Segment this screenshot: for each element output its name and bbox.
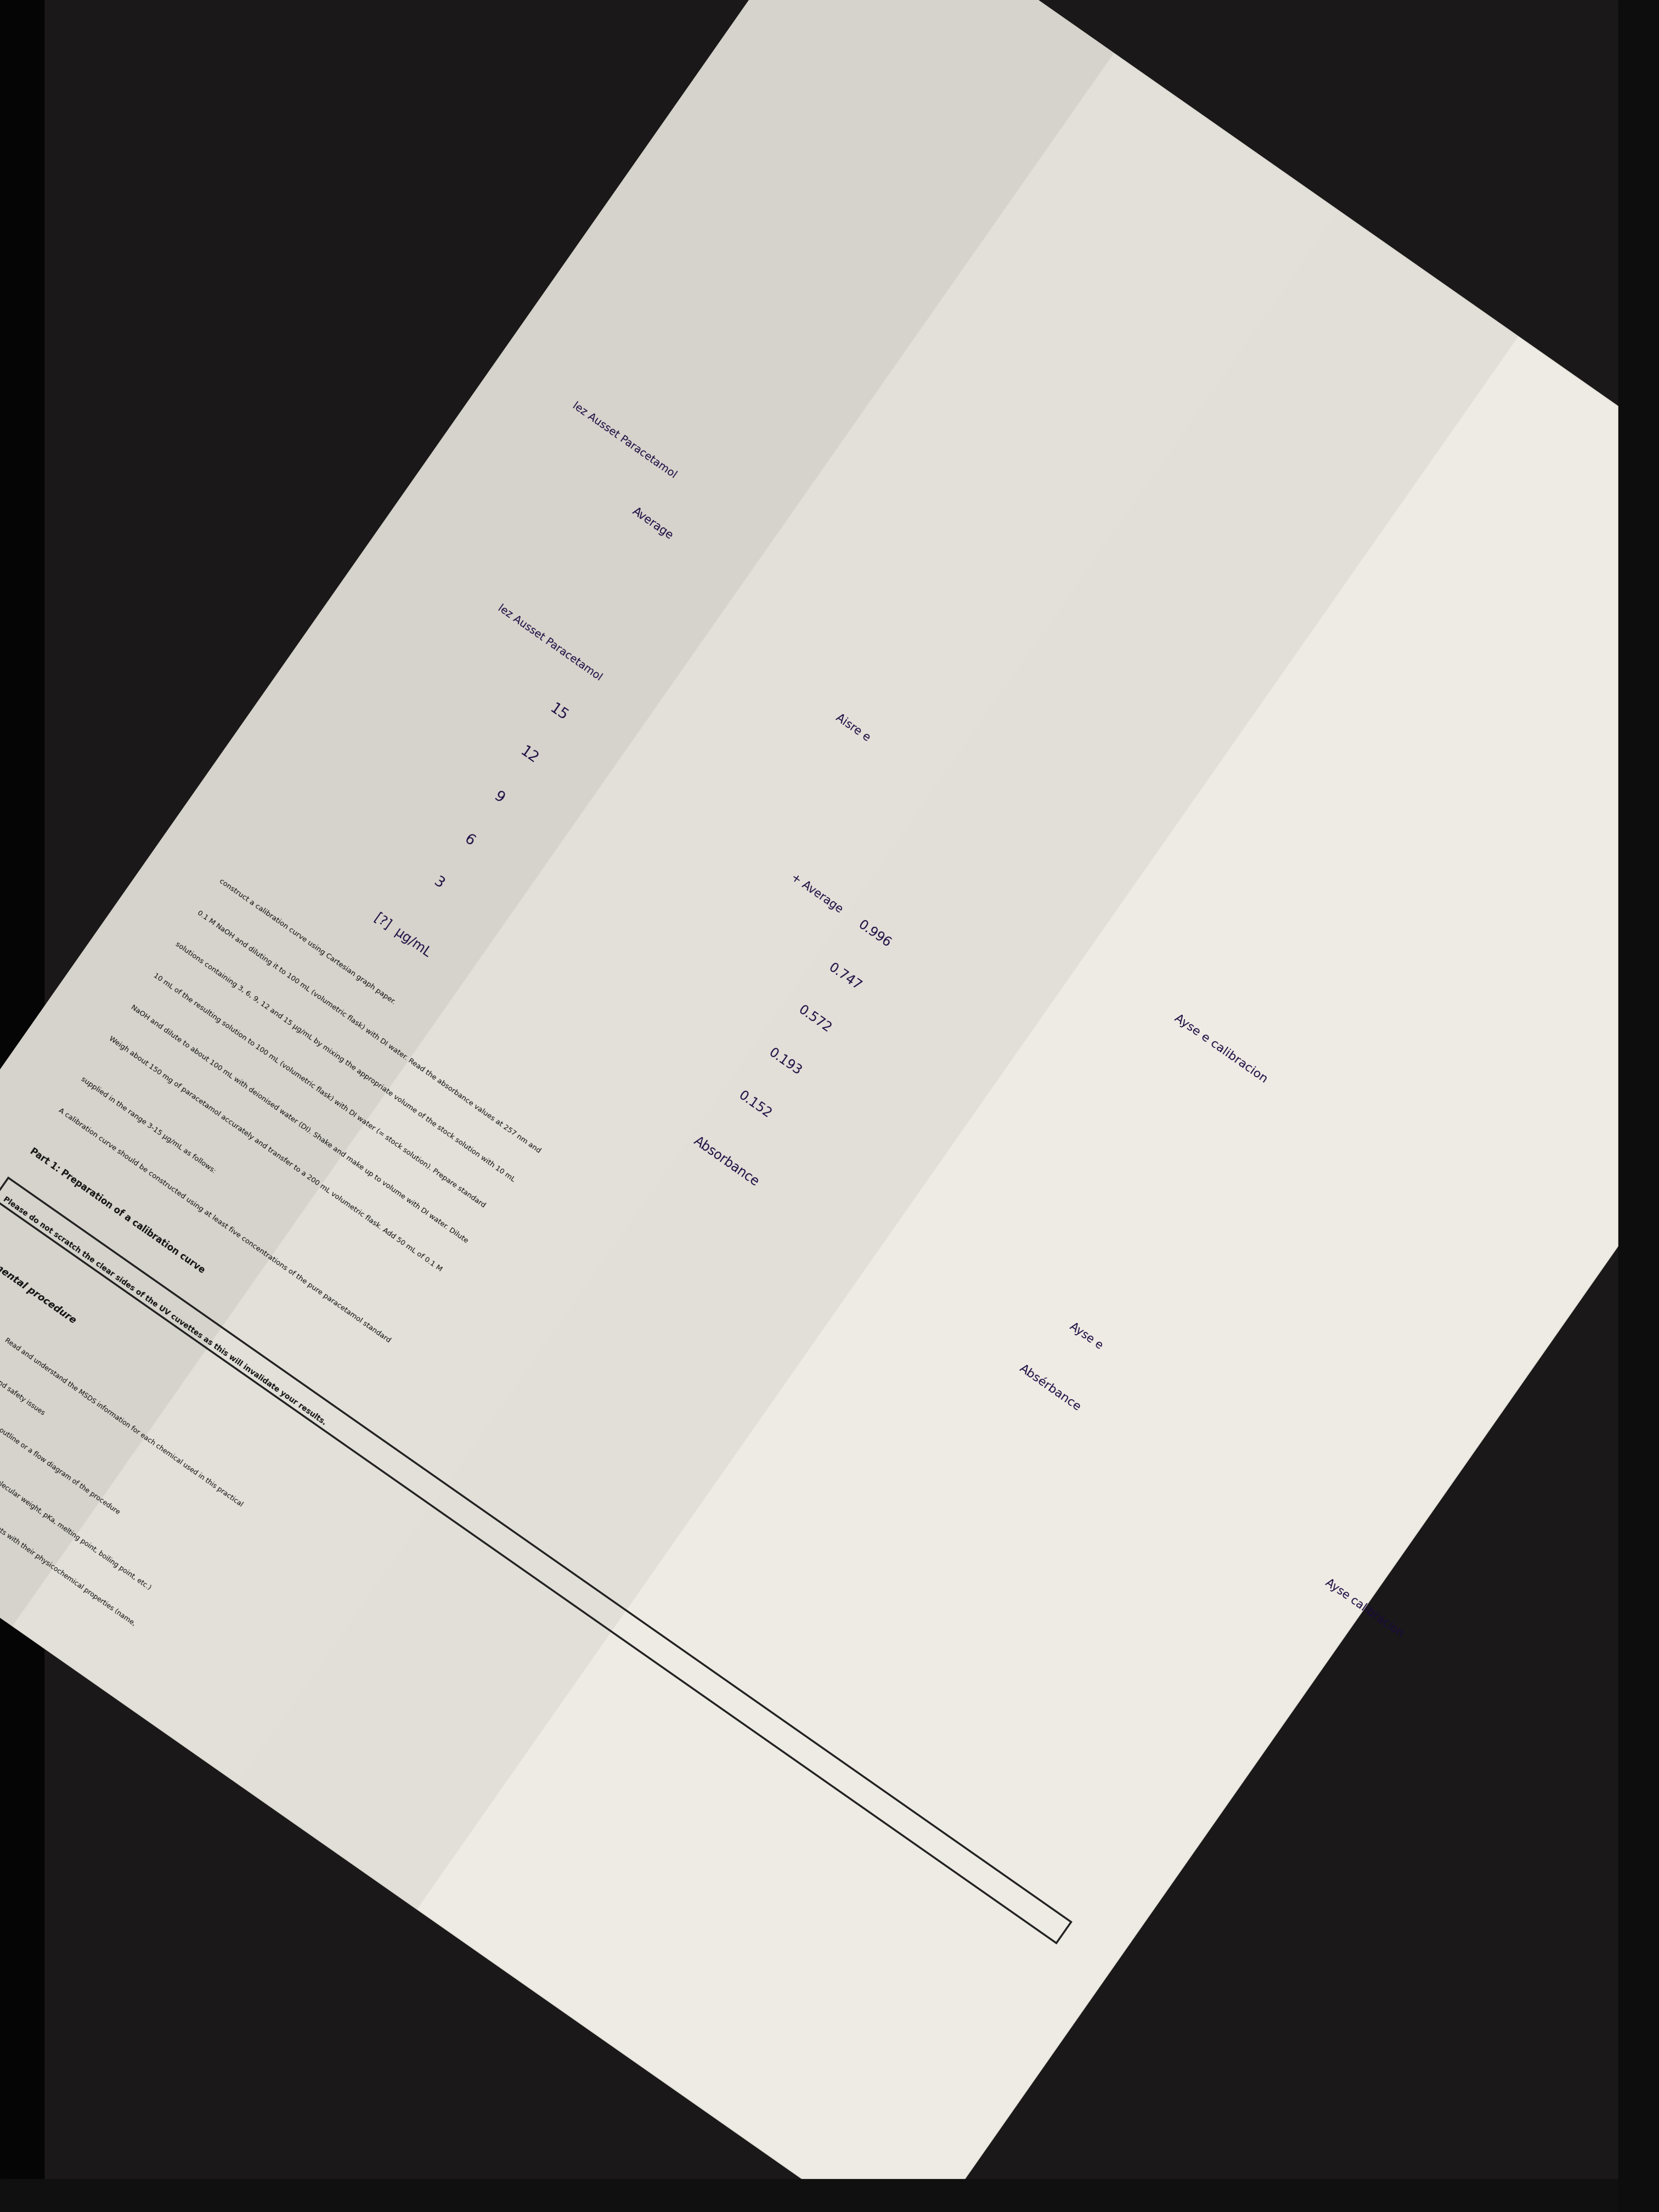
Text: Ayse e: Ayse e (1067, 1321, 1105, 1352)
Text: Write a short outline or a flow diagram of the procedure: Write a short outline or a flow diagram … (0, 1400, 121, 1515)
Text: List and safety issues: List and safety issues (0, 1369, 46, 1416)
Text: lez Ausset Paracetamol: lez Ausset Paracetamol (571, 400, 679, 480)
Text: 0.747: 0.747 (826, 960, 864, 993)
Text: 15: 15 (547, 701, 571, 723)
Text: 0.193: 0.193 (766, 1046, 805, 1077)
Text: 12: 12 (518, 743, 541, 765)
Text: Average: Average (630, 507, 675, 542)
Text: Table of chemicals and reagents with their physicochemical properties (name,: Table of chemicals and reagents with the… (0, 1467, 136, 1628)
Polygon shape (237, 210, 1518, 1909)
Text: Read and understand the MSDS information for each chemical used in this practica: Read and understand the MSDS information… (3, 1336, 244, 1509)
Text: molecular formula, molecular weight, pKa, melting point, boiling point, etc.): molecular formula, molecular weight, pKa… (0, 1436, 153, 1590)
Text: Experimental procedure: Experimental procedure (0, 1241, 78, 1325)
Text: 0.572: 0.572 (796, 1004, 834, 1035)
Text: Part 1: Preparation of a calibration curve: Part 1: Preparation of a calibration cur… (28, 1146, 207, 1276)
Text: supplied in the range 3-15 μg/mL as follows:: supplied in the range 3-15 μg/mL as foll… (80, 1075, 217, 1175)
Text: Absorbance: Absorbance (692, 1135, 761, 1188)
Text: Absérbance: Absérbance (1017, 1363, 1083, 1413)
Text: Please do not scratch the clear sides of the UV cuvettes as this will invalidate: Please do not scratch the clear sides of… (2, 1194, 328, 1427)
Text: construct a calibration curve using Cartesian graph paper.: construct a calibration curve using Cart… (217, 878, 397, 1006)
Text: Ayse e calibracion: Ayse e calibracion (1173, 1013, 1269, 1086)
Text: NaOH and dilute to about 100 mL with deionised water (DI). Shake and make up to : NaOH and dilute to about 100 mL with dei… (129, 1004, 469, 1245)
Text: Aisre e: Aisre e (834, 712, 873, 743)
Text: solutions containing 3, 6, 9, 12 and 15 μg/mL by mixing the appropriate volume o: solutions containing 3, 6, 9, 12 and 15 … (174, 940, 516, 1183)
Polygon shape (13, 53, 1339, 1783)
Text: + Average: + Average (790, 872, 844, 916)
Polygon shape (0, 0, 1113, 1626)
Text: Ayse calibracion: Ayse calibracion (1324, 1577, 1405, 1639)
Text: 0.1 M NaOH and diluting it to 100 mL (volumetric flask) with DI water. Read the : 0.1 M NaOH and diluting it to 100 mL (vo… (196, 909, 542, 1155)
Bar (1619, 0, 1659, 2212)
Text: 6: 6 (461, 832, 476, 849)
Text: 9: 9 (491, 790, 506, 807)
Text: [?]  μg/mL: [?] μg/mL (372, 911, 433, 960)
Text: 10 mL of the resulting solution to 100 mL (volumetric flask) with DI water (= st: 10 mL of the resulting solution to 100 m… (151, 971, 486, 1210)
Bar (0, 2179, 1659, 2212)
Text: 0.152: 0.152 (737, 1088, 775, 1121)
Text: Weigh about 150 mg of paracetamol accurately and transfer to a 200 mL volumetric: Weigh about 150 mg of paracetamol accura… (108, 1035, 443, 1272)
Text: lez Ausset Paracetamol: lez Ausset Paracetamol (496, 602, 604, 684)
Text: A calibration curve should be constructed using at least five concentrations of : A calibration curve should be constructe… (58, 1106, 392, 1345)
Text: 0.996: 0.996 (856, 918, 894, 949)
Text: 3: 3 (431, 874, 446, 891)
Bar (0, 0, 43, 2212)
